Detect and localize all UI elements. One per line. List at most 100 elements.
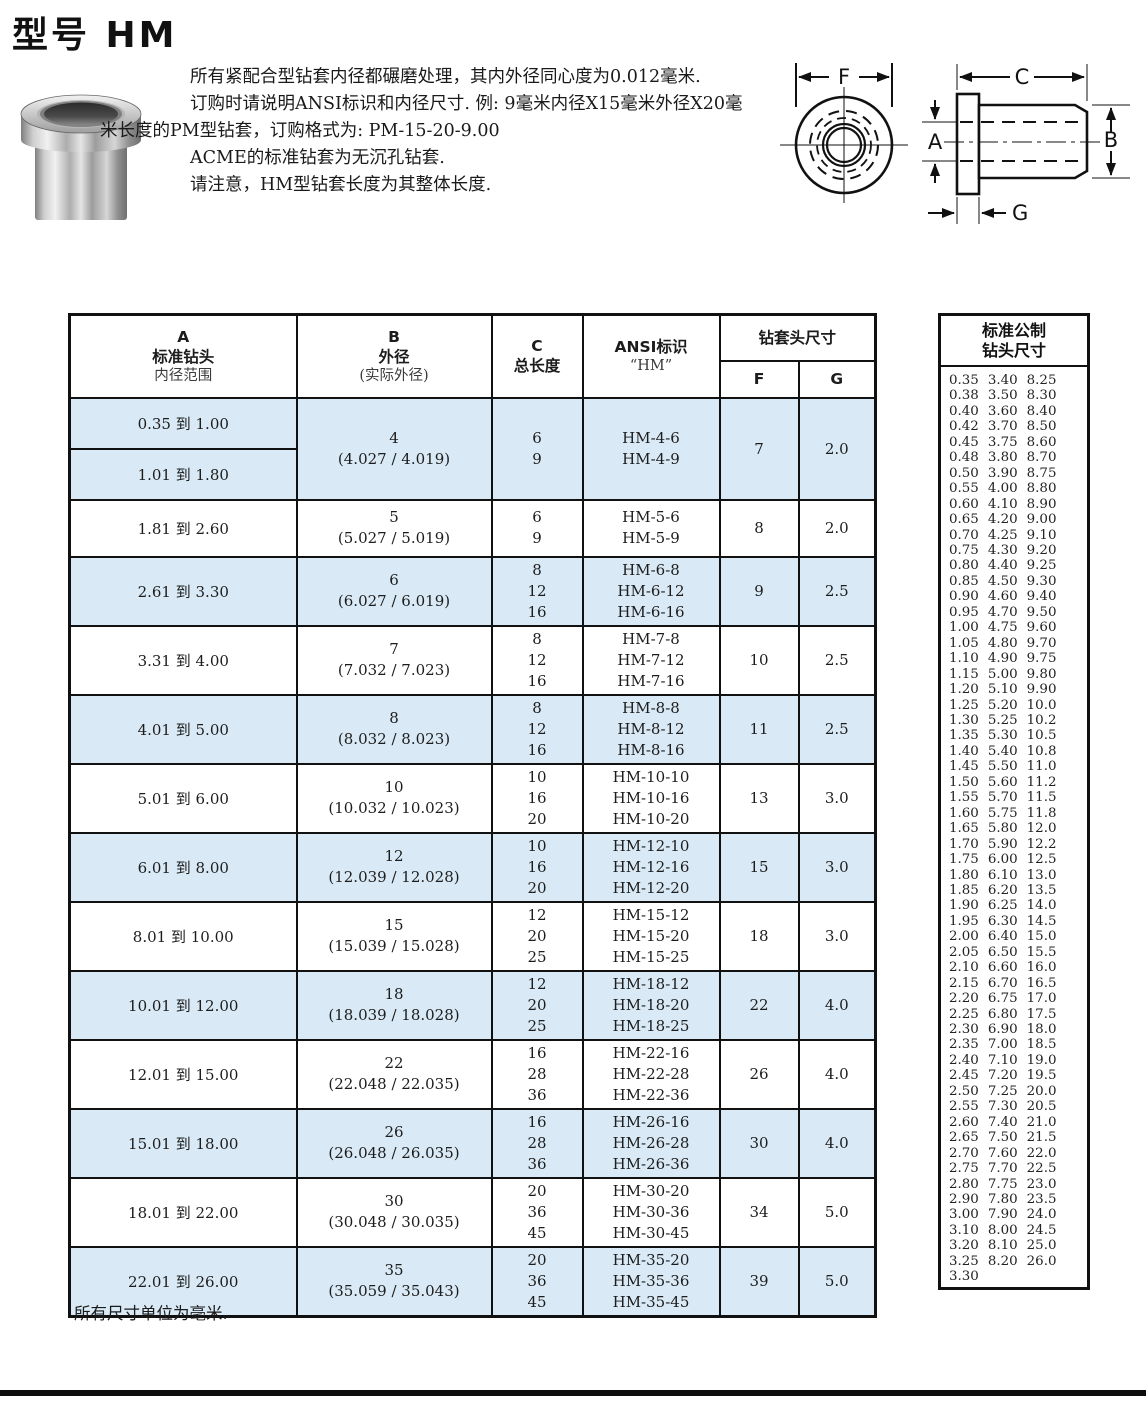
intro-line: 所有紧配合型钻套内径都碾磨处理，其内外径同心度为0.012毫米. bbox=[190, 67, 701, 87]
cell-ansi-designation: HM-18-12 HM-18-20 HM-18-25 bbox=[581, 969, 721, 1041]
cell-head-f: 10 bbox=[718, 624, 800, 696]
cell-head-g: 3.0 bbox=[797, 831, 877, 903]
col-header-overall-length: C 总长度 bbox=[490, 313, 584, 399]
cell-head-f: 26 bbox=[718, 1038, 800, 1110]
cell-outer-diameter: 10 (10.032 / 10.023) bbox=[295, 762, 493, 834]
front-view-diagram: F bbox=[780, 63, 908, 203]
metric-col-3: 8.25 8.30 8.40 8.50 8.60 8.70 8.75 8.80 … bbox=[1026, 373, 1057, 1269]
metric-table-title: 标准公制 钻头尺寸 bbox=[941, 316, 1087, 367]
col-header-sublabel: (实际外径) bbox=[359, 367, 429, 384]
table-row: 3.31 到 4.00 7 (7.032 / 7.023) 8 12 16 HM… bbox=[68, 624, 877, 696]
col-header-ansi: ANSI标识 “HM” bbox=[581, 313, 721, 399]
cell-outer-diameter: 5 (5.027 / 5.019) bbox=[295, 498, 493, 558]
cell-bore-range: 12.01 到 15.00 bbox=[68, 1038, 298, 1110]
intro-line: 请注意，HM型钻套长度为其整体长度. bbox=[190, 175, 492, 195]
cell-ansi-designation: HM-15-12 HM-15-20 HM-15-25 bbox=[581, 900, 721, 972]
cell-ansi-designation: HM-4-6 HM-4-9 bbox=[581, 396, 721, 501]
dim-label-f: F bbox=[838, 65, 850, 89]
cell-head-f: 22 bbox=[718, 969, 800, 1041]
cell-outer-diameter: 22 (22.048 / 22.035) bbox=[295, 1038, 493, 1110]
cell-head-f: 30 bbox=[718, 1107, 800, 1179]
cell-outer-diameter: 26 (26.048 / 26.035) bbox=[295, 1107, 493, 1179]
cell-head-f: 13 bbox=[718, 762, 800, 834]
dim-label-g: G bbox=[1012, 201, 1028, 225]
cell-head-g: 4.0 bbox=[797, 1038, 877, 1110]
cell-ansi-designation: HM-8-8 HM-8-12 HM-8-16 bbox=[581, 693, 721, 765]
cell-ansi-designation: HM-26-16 HM-26-28 HM-26-36 bbox=[581, 1107, 721, 1179]
dimension-diagrams: F C bbox=[780, 63, 1130, 225]
cell-head-f: 8 bbox=[718, 498, 800, 558]
table-row: 4.01 到 5.00 8 (8.032 / 8.023) 8 12 16 HM… bbox=[68, 693, 877, 765]
cell-ansi-designation: HM-12-10 HM-12-16 HM-12-20 bbox=[581, 831, 721, 903]
cell-head-f: 34 bbox=[718, 1176, 800, 1248]
cell-head-g: 2.0 bbox=[797, 498, 877, 558]
metric-col-2: 3.40 3.50 3.60 3.70 3.75 3.80 3.90 4.00 … bbox=[987, 373, 1018, 1269]
table-row: 8.01 到 10.00 15 (15.039 / 15.028) 12 20 … bbox=[68, 900, 877, 972]
cell-head-f: 9 bbox=[718, 555, 800, 627]
cell-overall-length: 10 16 20 bbox=[490, 831, 584, 903]
table-row: 18.01 到 22.00 30 (30.048 / 30.035) 20 36… bbox=[68, 1176, 877, 1248]
cell-ansi-designation: HM-5-6 HM-5-9 bbox=[581, 498, 721, 558]
cell-outer-diameter: 30 (30.048 / 30.035) bbox=[295, 1176, 493, 1248]
table-row: 15.01 到 18.00 26 (26.048 / 26.035) 16 28… bbox=[68, 1107, 877, 1179]
dim-label-c: C bbox=[1015, 65, 1030, 89]
col-header-head-size: 钻套头尺寸 bbox=[718, 313, 877, 362]
cell-overall-length: 8 12 16 bbox=[490, 555, 584, 627]
intro-paragraph: 所有紧配合型钻套内径都碾磨处理，其内外径同心度为0.012毫米. 订购时请说明A… bbox=[100, 64, 800, 199]
cell-bore-range: 6.01 到 8.00 bbox=[68, 831, 298, 903]
table-row: 6.01 到 8.00 12 (12.039 / 12.028) 10 16 2… bbox=[68, 831, 877, 903]
cell-overall-length: 20 36 45 bbox=[490, 1245, 584, 1317]
col-header-label: 外径 bbox=[378, 347, 410, 366]
col-header-f: F bbox=[718, 359, 800, 399]
cell-outer-diameter: 15 (15.039 / 15.028) bbox=[295, 900, 493, 972]
main-spec-table: A 标准钻头 内径范围 B 外径 (实际外径) C 总长度 ANSI标识 “HM… bbox=[68, 313, 878, 1318]
cell-head-g: 3.0 bbox=[797, 762, 877, 834]
cell-head-f: 15 bbox=[718, 831, 800, 903]
bushing-body bbox=[35, 136, 127, 220]
product-photo bbox=[20, 94, 142, 220]
cell-overall-length: 12 20 25 bbox=[490, 900, 584, 972]
col-header-letter: A bbox=[177, 327, 190, 346]
cell-head-g: 3.0 bbox=[797, 900, 877, 972]
cell-bore-range: 4.01 到 5.00 bbox=[68, 693, 298, 765]
page-title: 型号 HM bbox=[12, 15, 178, 56]
col-header-label: 钻套头尺寸 bbox=[758, 328, 837, 347]
cell-head-g: 2.5 bbox=[797, 624, 877, 696]
cell-ansi-designation: HM-7-8 HM-7-12 HM-7-16 bbox=[581, 624, 721, 696]
cell-bore-range: 2.61 到 3.30 bbox=[68, 555, 298, 627]
col-header-label: 标准钻头 bbox=[152, 347, 215, 366]
table-row: 12.01 到 15.00 22 (22.048 / 22.035) 16 28… bbox=[68, 1038, 877, 1110]
col-header-letter: C bbox=[531, 337, 543, 356]
header-row: A 标准钻头 内径范围 B 外径 (实际外径) C 总长度 ANSI标识 “HM… bbox=[68, 313, 877, 399]
intro-line: 订购时请说明ANSI标识和内径尺寸. 例: 9毫米内径X15毫米外径X20毫 bbox=[190, 94, 743, 114]
cell-bore-range: 0.35 到 1.00 bbox=[68, 396, 298, 450]
cell-head-f: 11 bbox=[718, 693, 800, 765]
cell-bore-range: 15.01 到 18.00 bbox=[68, 1107, 298, 1179]
cell-outer-diameter: 7 (7.032 / 7.023) bbox=[295, 624, 493, 696]
cell-head-g: 4.0 bbox=[797, 1107, 877, 1179]
cell-overall-length: 16 28 36 bbox=[490, 1038, 584, 1110]
col-header-letter: B bbox=[388, 327, 400, 346]
cell-bore-range: 1.01 到 1.80 bbox=[68, 447, 298, 501]
col-header-bore-range: A 标准钻头 内径范围 bbox=[68, 313, 298, 399]
cell-outer-diameter: 4 (4.027 / 4.019) bbox=[295, 396, 493, 501]
cell-overall-length: 8 12 16 bbox=[490, 693, 584, 765]
cell-outer-diameter: 6 (6.027 / 6.019) bbox=[295, 555, 493, 627]
cell-bore-range: 18.01 到 22.00 bbox=[68, 1176, 298, 1248]
cell-overall-length: 8 12 16 bbox=[490, 624, 584, 696]
metric-drill-table: 标准公制 钻头尺寸 0.35 0.38 0.40 0.42 0.45 0.48 … bbox=[938, 313, 1090, 1290]
cell-bore-range: 5.01 到 6.00 bbox=[68, 762, 298, 834]
cell-overall-length: 6 9 bbox=[490, 396, 584, 501]
table-row: 2.61 到 3.30 6 (6.027 / 6.019) 8 12 16 HM… bbox=[68, 555, 877, 627]
col-header-label: 总长度 bbox=[513, 357, 561, 376]
cell-head-g: 5.0 bbox=[797, 1176, 877, 1248]
cell-bore-range: 3.31 到 4.00 bbox=[68, 624, 298, 696]
cell-ansi-designation: HM-30-20 HM-30-36 HM-30-45 bbox=[581, 1176, 721, 1248]
header-subrow: F G bbox=[70, 359, 877, 399]
table-row: 0.35 到 1.00 4 (4.027 / 4.019) 6 9 HM-4-6… bbox=[68, 396, 877, 501]
cell-outer-diameter: 18 (18.039 / 18.028) bbox=[295, 969, 493, 1041]
cell-outer-diameter: 8 (8.032 / 8.023) bbox=[295, 693, 493, 765]
cell-overall-length: 10 16 20 bbox=[490, 762, 584, 834]
table-row: 22.01 到 26.00 35 (35.059 / 35.043) 20 36… bbox=[68, 1245, 877, 1317]
cell-outer-diameter: 35 (35.059 / 35.043) bbox=[295, 1245, 493, 1317]
